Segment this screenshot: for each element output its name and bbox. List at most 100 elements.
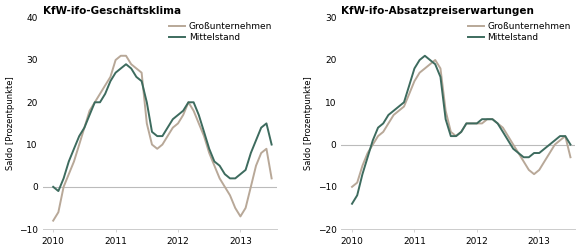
Mittelstand	[567, 143, 574, 146]
Großunternehmen	[380, 130, 387, 133]
Mittelstand	[494, 122, 501, 125]
Großunternehmen	[185, 101, 192, 104]
Mittelstand	[248, 151, 254, 154]
Mittelstand	[60, 177, 67, 180]
Mittelstand	[180, 109, 187, 112]
Mittelstand	[359, 173, 366, 176]
Line: Großunternehmen: Großunternehmen	[53, 56, 272, 221]
Großunternehmen	[562, 135, 569, 138]
Mittelstand	[479, 118, 486, 121]
Großunternehmen	[453, 135, 460, 138]
Mittelstand	[185, 101, 192, 104]
Mittelstand	[551, 139, 558, 142]
Großunternehmen	[237, 215, 244, 218]
Mittelstand	[474, 122, 480, 125]
Großunternehmen	[50, 219, 57, 222]
Legend: Großunternehmen, Mittelstand: Großunternehmen, Mittelstand	[169, 22, 272, 43]
Mittelstand	[70, 147, 77, 150]
Mittelstand	[489, 118, 496, 121]
Großunternehmen	[400, 105, 407, 108]
Mittelstand	[55, 190, 62, 193]
Mittelstand	[174, 113, 181, 116]
Großunternehmen	[268, 177, 275, 180]
Großunternehmen	[447, 130, 454, 133]
Mittelstand	[258, 126, 265, 129]
Großunternehmen	[479, 122, 486, 125]
Mittelstand	[221, 173, 228, 176]
Großunternehmen	[190, 109, 197, 112]
Großunternehmen	[96, 92, 103, 95]
Großunternehmen	[510, 143, 517, 146]
Mittelstand	[123, 63, 130, 66]
Großunternehmen	[504, 135, 511, 138]
Großunternehmen	[364, 151, 371, 154]
Großunternehmen	[541, 160, 548, 163]
Mittelstand	[81, 126, 88, 129]
Mittelstand	[76, 135, 83, 138]
Mittelstand	[237, 173, 244, 176]
Großunternehmen	[70, 160, 77, 163]
Großunternehmen	[232, 206, 239, 209]
Großunternehmen	[86, 109, 93, 112]
Großunternehmen	[248, 185, 254, 188]
Mittelstand	[195, 113, 202, 116]
Großunternehmen	[200, 135, 207, 138]
Text: KfW-ifo-Absatzpreiserwartungen: KfW-ifo-Absatzpreiserwartungen	[342, 6, 535, 16]
Mittelstand	[442, 118, 449, 121]
Line: Mittelstand: Mittelstand	[53, 64, 272, 191]
Mittelstand	[164, 126, 171, 129]
Mittelstand	[411, 67, 418, 70]
Mittelstand	[447, 135, 454, 138]
Großunternehmen	[370, 143, 376, 146]
Mittelstand	[432, 63, 439, 66]
Großunternehmen	[221, 185, 228, 188]
Mittelstand	[557, 135, 564, 138]
Großunternehmen	[551, 143, 558, 146]
Großunternehmen	[536, 168, 543, 171]
Mittelstand	[206, 147, 213, 150]
Mittelstand	[468, 122, 475, 125]
Mittelstand	[268, 143, 275, 146]
Großunternehmen	[515, 151, 522, 154]
Großunternehmen	[416, 71, 423, 74]
Mittelstand	[112, 71, 119, 74]
Mittelstand	[263, 122, 270, 125]
Text: KfW-ifo-Geschäftsklima: KfW-ifo-Geschäftsklima	[42, 6, 181, 16]
Großunternehmen	[567, 156, 574, 159]
Mittelstand	[159, 135, 166, 138]
Großunternehmen	[154, 147, 161, 150]
Mittelstand	[190, 101, 197, 104]
Mittelstand	[530, 151, 537, 154]
Mittelstand	[149, 130, 156, 133]
Großunternehmen	[484, 118, 491, 121]
Mittelstand	[463, 122, 470, 125]
Mittelstand	[421, 54, 428, 57]
Großunternehmen	[426, 63, 433, 66]
Großunternehmen	[468, 122, 475, 125]
Mittelstand	[504, 139, 511, 142]
Großunternehmen	[138, 71, 145, 74]
Mittelstand	[154, 135, 161, 138]
Großunternehmen	[102, 84, 109, 87]
Mittelstand	[65, 160, 72, 163]
Großunternehmen	[91, 101, 98, 104]
Großunternehmen	[258, 151, 265, 154]
Großunternehmen	[253, 164, 260, 167]
Großunternehmen	[128, 63, 135, 66]
Mittelstand	[426, 58, 433, 61]
Mittelstand	[50, 185, 57, 188]
Mittelstand	[211, 160, 218, 163]
Mittelstand	[253, 139, 260, 142]
Großunternehmen	[525, 168, 532, 171]
Großunternehmen	[144, 122, 150, 125]
Großunternehmen	[463, 122, 470, 125]
Großunternehmen	[546, 151, 553, 154]
Großunternehmen	[81, 126, 88, 129]
Großunternehmen	[442, 109, 449, 112]
Großunternehmen	[530, 173, 537, 176]
Mittelstand	[107, 80, 114, 83]
Mittelstand	[169, 118, 176, 121]
Mittelstand	[128, 67, 135, 70]
Großunternehmen	[112, 58, 119, 61]
Mittelstand	[349, 202, 356, 205]
